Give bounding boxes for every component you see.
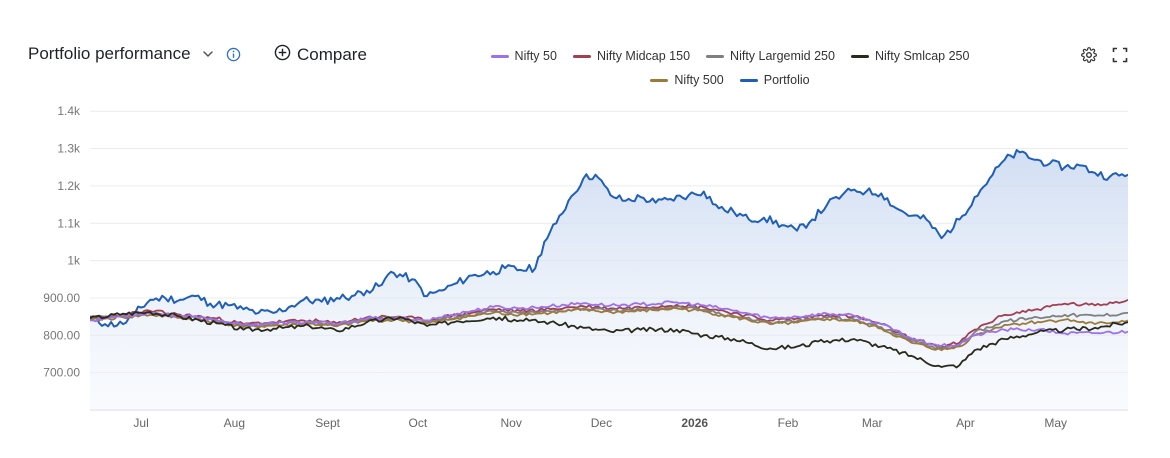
- compare-button[interactable]: Compare: [274, 44, 367, 66]
- y-tick-label: 900.00: [43, 291, 80, 305]
- chevron-down-icon[interactable]: [199, 45, 217, 63]
- series-group: [90, 149, 1128, 410]
- y-tick-label: 800.00: [43, 328, 80, 342]
- legend-label: Nifty 50: [514, 49, 557, 63]
- legend-row-1: Nifty 50 Nifty Midcap 150 Nifty Largemid…: [480, 44, 980, 68]
- y-tick-label: 1.3k: [57, 142, 81, 156]
- x-tick-label: 2026: [681, 416, 708, 430]
- legend-swatch: [850, 54, 869, 58]
- x-tick-label: Sept: [315, 416, 340, 430]
- legend-label: Nifty 500: [674, 73, 724, 87]
- x-tick-label: Dec: [591, 416, 612, 430]
- y-tick-label: 1.1k: [57, 216, 81, 230]
- legend-swatch: [706, 54, 725, 58]
- x-tick-label: Feb: [778, 416, 799, 430]
- legend-row-2: Nifty 500 Portfolio: [480, 68, 980, 92]
- x-tick-label: Oct: [409, 416, 428, 430]
- x-tick-label: Mar: [862, 416, 883, 430]
- legend-item-nifty-largemid-250[interactable]: Nifty Largemid 250: [706, 49, 835, 63]
- legend-swatch: [572, 54, 591, 58]
- x-axis: Jul Aug Sept Oct Nov Dec 2026 Feb Mar Apr May: [90, 409, 1128, 430]
- plus-circle-icon: [274, 44, 291, 66]
- legend-swatch: [650, 78, 669, 82]
- x-tick-label: Nov: [500, 416, 521, 430]
- series-line-smlcap250[interactable]: [90, 311, 1128, 369]
- y-tick-label: 1.2k: [57, 179, 81, 193]
- legend-label: Portfolio: [763, 73, 810, 87]
- y-tick-label: 700.00: [43, 366, 80, 380]
- x-tick-label: Jul: [133, 416, 148, 430]
- y-axis: 1.4k 1.3k 1.2k 1.1k 1k 900.00 800.00 700.00: [43, 104, 81, 379]
- fullscreen-icon[interactable]: [1111, 46, 1129, 64]
- x-tick-label: Aug: [224, 416, 245, 430]
- series-area-portfolio: [90, 150, 1128, 410]
- legend-item-nifty-midcap-150[interactable]: Nifty Midcap 150: [572, 49, 691, 63]
- x-tick-label: May: [1044, 416, 1067, 430]
- series-line-portfolio[interactable]: [90, 149, 1128, 328]
- chart-title[interactable]: Portfolio performance: [28, 44, 191, 63]
- title-group: Portfolio performance: [28, 44, 243, 64]
- legend-label: Nifty Smlcap 250: [874, 49, 970, 63]
- legend-item-nifty-50[interactable]: Nifty 50: [490, 49, 557, 63]
- legend-item-portfolio[interactable]: Portfolio: [739, 73, 810, 87]
- x-tick-label: Apr: [956, 416, 975, 430]
- chart-header: Portfolio performance Compare Nifty 50 N…: [0, 0, 1170, 100]
- y-tick-label: 1k: [67, 254, 81, 268]
- info-icon[interactable]: [225, 45, 243, 63]
- legend-swatch: [490, 54, 509, 58]
- compare-label: Compare: [297, 45, 367, 64]
- y-tick-label: 1.4k: [57, 104, 81, 118]
- legend-item-nifty-smlcap-250[interactable]: Nifty Smlcap 250: [850, 49, 970, 63]
- gear-icon[interactable]: [1080, 46, 1098, 64]
- legend-label: Nifty Largemid 250: [730, 49, 835, 63]
- chart-legend: Nifty 50 Nifty Midcap 150 Nifty Largemid…: [480, 44, 980, 92]
- legend-label: Nifty Midcap 150: [596, 49, 691, 63]
- legend-swatch: [739, 78, 758, 82]
- series-line-nifty50[interactable]: [90, 300, 1128, 348]
- series-line-nifty500[interactable]: [90, 306, 1128, 352]
- legend-item-nifty-500[interactable]: Nifty 500: [650, 73, 724, 87]
